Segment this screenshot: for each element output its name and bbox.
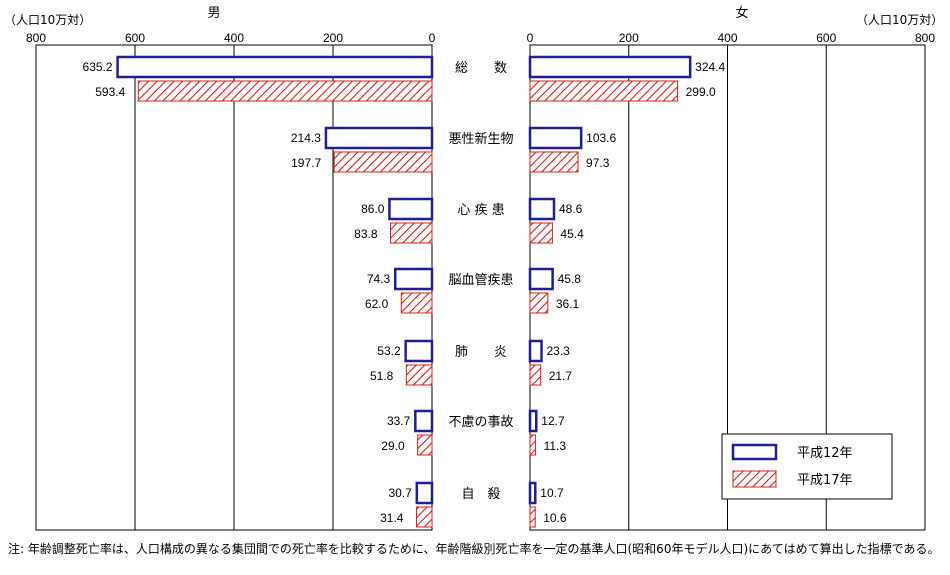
data-label-male-h17: 29.0 (381, 439, 405, 453)
data-label-female-h17: 10.6 (543, 511, 567, 525)
data-label-female-h12: 10.7 (540, 486, 564, 500)
bar-male-h17 (415, 506, 433, 528)
data-label-male-h17: 51.8 (370, 369, 394, 383)
data-label-male-h12: 74.3 (367, 272, 391, 286)
bar-female-h17 (529, 222, 553, 244)
data-label-female-h17: 11.3 (544, 439, 567, 453)
x-tick-label-right: 800 (915, 31, 935, 45)
bar-male-h12 (116, 55, 434, 79)
x-tick-label-right: 200 (619, 31, 639, 45)
data-label-female-h12: 45.8 (558, 272, 582, 286)
data-label-female-h12: 103.6 (586, 131, 616, 145)
unit-label-right: （人口10万対） (856, 13, 943, 27)
bar-female-h12 (528, 481, 537, 505)
data-label-male-h12: 30.7 (388, 486, 412, 500)
data-label-male-h17: 31.4 (380, 511, 404, 525)
bar-male-h12 (415, 481, 434, 505)
x-tick-label-left: 200 (323, 31, 343, 45)
data-label-female-h17: 21.7 (549, 369, 573, 383)
x-tick-label-left: 0 (429, 31, 436, 45)
legend-swatch-h17 (732, 470, 777, 488)
bar-female-h17 (529, 292, 549, 314)
bar-male-h12 (404, 339, 434, 363)
data-label-male-h17: 62.0 (365, 297, 389, 311)
category-label: 心 疾 患 (457, 203, 504, 218)
x-tick-label-left: 600 (125, 31, 145, 45)
category-label: 総 数 (455, 61, 507, 76)
bar-male-h12 (414, 409, 434, 433)
category-label: 悪性新生物 (448, 131, 513, 147)
bar-female-h12 (528, 197, 556, 221)
category-label: 肺 炎 (455, 345, 507, 360)
data-label-male-h12: 635.2 (83, 60, 113, 74)
bar-male-h17 (400, 292, 433, 314)
data-label-female-h12: 23.3 (547, 344, 571, 358)
data-label-male-h17: 593.4 (95, 85, 125, 99)
bar-female-h12 (528, 126, 583, 150)
x-tick-label-right: 0 (527, 31, 534, 45)
unit-label-left: （人口10万対） (4, 13, 91, 27)
category-label: 自 殺 (461, 487, 500, 502)
data-label-male-h12: 53.2 (377, 344, 401, 358)
bar-male-h17 (333, 151, 433, 173)
bar-male-h12 (388, 197, 434, 221)
bar-female-h12 (528, 55, 692, 79)
bar-female-h17 (529, 364, 542, 386)
data-label-female-h17: 45.4 (560, 227, 584, 241)
x-tick-label-right: 600 (816, 31, 836, 45)
legend-label-h12: 平成12年 (797, 446, 853, 461)
male-panel-label: 男 (207, 6, 220, 21)
bar-male-h17 (405, 364, 433, 386)
category-label: 不慮の事故 (448, 415, 513, 430)
x-tick-label-left: 800 (26, 31, 46, 45)
footnote: 注: 年齢調整死亡率は、人口構成の異なる集団間での死亡率を比較するために、年齢階… (8, 542, 940, 556)
data-label-female-h12: 324.4 (695, 60, 725, 74)
bar-female-h17 (529, 151, 579, 173)
data-label-male-h17: 83.8 (354, 227, 378, 241)
bar-female-h12 (528, 409, 538, 433)
legend-label-h17: 平成17年 (797, 473, 853, 488)
bar-female-h12 (528, 267, 554, 291)
data-label-female-h17: 299.0 (686, 85, 716, 99)
bar-male-h17 (137, 80, 433, 102)
data-label-male-h12: 214.3 (291, 131, 321, 145)
x-tick-label-right: 400 (717, 31, 737, 45)
data-label-male-h12: 33.7 (387, 414, 411, 428)
bar-female-h17 (529, 434, 537, 456)
data-label-female-h17: 97.3 (586, 156, 610, 170)
data-label-female-h12: 48.6 (559, 202, 583, 216)
bar-male-h12 (393, 267, 434, 291)
bar-male-h12 (324, 126, 434, 150)
female-panel-label: 女 (735, 5, 748, 21)
bar-male-h17 (417, 434, 433, 456)
legend-swatch-h12 (731, 443, 778, 461)
category-label: 脳血管疾患 (448, 273, 513, 288)
x-tick-label-left: 400 (224, 31, 244, 45)
bar-female-h12 (528, 339, 543, 363)
bar-female-h17 (529, 80, 679, 102)
data-label-female-h17: 36.1 (556, 297, 580, 311)
data-label-male-h12: 86.0 (361, 202, 385, 216)
data-label-female-h12: 12.7 (541, 414, 565, 428)
bar-female-h17 (529, 506, 536, 528)
data-label-male-h17: 197.7 (291, 156, 321, 170)
bar-male-h17 (390, 222, 433, 244)
